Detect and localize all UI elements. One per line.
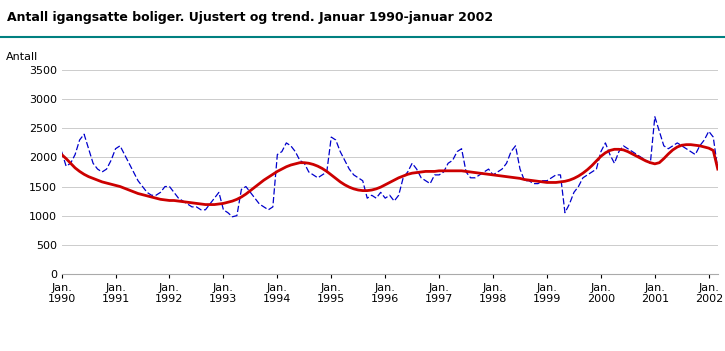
Antall boliger, ujustert [228, 215, 237, 219]
Antall boliger, trend [201, 203, 210, 207]
Antall boliger, ujustert [713, 167, 722, 171]
Line: Antall boliger, ujustert: Antall boliger, ujustert [62, 117, 718, 217]
Antall boliger, trend [273, 169, 282, 173]
Antall boliger, ujustert [237, 187, 246, 192]
Antall boliger, ujustert [421, 179, 430, 183]
Antall boliger, trend [57, 152, 66, 157]
Antall boliger, ujustert [650, 115, 659, 119]
Antall boliger, ujustert [273, 152, 282, 157]
Antall boliger, trend [421, 169, 430, 173]
Antall boliger, trend [570, 176, 579, 180]
Antall boliger, ujustert [515, 167, 524, 171]
Antall boliger, trend [579, 171, 587, 175]
Antall boliger, trend [713, 167, 722, 171]
Text: Antall igangsatte boliger. Ujustert og trend. Januar 1990-januar 2002: Antall igangsatte boliger. Ujustert og t… [7, 11, 494, 24]
Line: Antall boliger, trend: Antall boliger, trend [62, 145, 718, 205]
Antall boliger, trend [682, 143, 691, 147]
Antall boliger, ujustert [579, 176, 587, 180]
Antall boliger, ujustert [57, 150, 66, 154]
Antall boliger, ujustert [570, 190, 579, 194]
Text: Antall: Antall [6, 52, 38, 62]
Antall boliger, trend [515, 176, 524, 180]
Antall boliger, trend [237, 195, 246, 199]
